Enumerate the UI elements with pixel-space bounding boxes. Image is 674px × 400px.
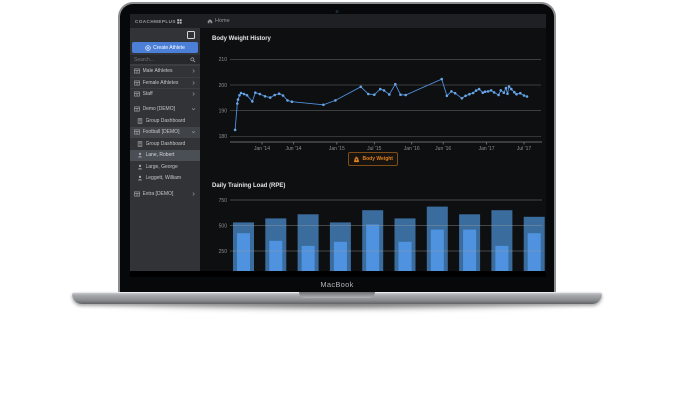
laptop-shadow	[88, 301, 586, 311]
sidebar-item-group-dashboard[interactable]: Group Dashboard	[130, 115, 200, 127]
svg-text:190: 190	[219, 108, 228, 114]
athlete-person-icon	[138, 176, 142, 181]
sidebar-item-label: Group Dashboard	[145, 140, 186, 147]
sidebar-item-staff[interactable]: Staff	[130, 88, 200, 100]
svg-text:Jan '17: Jan '17	[479, 146, 495, 152]
team-table-icon	[134, 129, 140, 135]
create-athlete-button[interactable]: Create Athlete	[132, 42, 198, 53]
home-icon	[207, 19, 213, 24]
sidebar-collapse-button[interactable]	[187, 30, 195, 39]
body-weight-chart-title: Body Weight History	[212, 36, 271, 42]
team-table-icon	[134, 191, 140, 197]
chevron-right-icon	[192, 69, 195, 73]
svg-text:Jul '15: Jul '15	[367, 146, 382, 152]
search-box	[130, 55, 200, 65]
app-logo-text: COACHMEPLUS	[135, 18, 176, 24]
nav-home-label: Home	[215, 18, 230, 24]
roster-table-icon	[134, 68, 140, 74]
sidebar-item-label: Group Dashboard	[145, 117, 186, 124]
sidebar-item-female-athletes[interactable]: Female Athletes	[130, 76, 200, 89]
sidebar-item-label: Demo [DEMO]	[142, 106, 176, 113]
sidebar-item-group-dashboard[interactable]: Group Dashboard	[130, 138, 200, 150]
main-content: Body Weight History Daily Training Load …	[200, 28, 546, 271]
chevron-down-icon	[191, 131, 196, 134]
svg-text:Jun '16: Jun '16	[435, 146, 451, 152]
sidebar-tree: Male Athletes Female Athletes Staff Demo [D…	[130, 65, 200, 271]
chevron-right-icon	[192, 81, 195, 85]
laptop-notch	[299, 292, 375, 298]
svg-text:Jan '15: Jan '15	[329, 146, 345, 152]
laptop-base	[72, 292, 602, 304]
webcam-icon	[335, 10, 339, 13]
svg-text:Jan '14: Jan '14	[254, 146, 270, 152]
sidebar-item-extra-demo[interactable]: Extra [DEMO]	[130, 188, 200, 200]
sidebar-item-football-demo[interactable]: Football [DEMO]	[130, 126, 200, 138]
display: COACHMEPLUS Home	[130, 14, 546, 277]
svg-text:200: 200	[219, 83, 228, 89]
search-input[interactable]	[134, 56, 190, 63]
svg-text:250: 250	[219, 249, 228, 255]
svg-text:Jul '17: Jul '17	[517, 146, 532, 152]
logo-grid-icon	[177, 18, 183, 24]
roster-table-icon	[134, 80, 140, 86]
roster-table-icon	[134, 91, 140, 97]
sidebar-item-label: Staff	[142, 91, 153, 98]
sidebar-item-label: Female Athletes	[142, 79, 179, 86]
sidebar-item-lane-robert[interactable]: Lane, Robert	[130, 149, 200, 161]
sidebar-item-male-athletes[interactable]: Male Athletes	[130, 65, 200, 77]
body-weight-legend-button[interactable]: Body Weight	[348, 152, 398, 166]
athlete-person-icon	[138, 164, 142, 170]
svg-text:210: 210	[219, 57, 228, 63]
chevron-right-icon	[192, 92, 195, 96]
training-load-chart-title: Daily Training Load (RPE)	[212, 183, 286, 189]
body-weight-scale-icon	[353, 156, 360, 162]
sidebar-header	[130, 28, 200, 41]
dashboard-building-icon	[137, 141, 143, 147]
app-window: COACHMEPLUS Home	[130, 14, 546, 271]
app-logo: COACHMEPLUS	[130, 19, 200, 24]
dashboard-building-icon	[137, 118, 143, 124]
svg-text:Jun '14: Jun '14	[285, 146, 301, 152]
sidebar-item-label: Extra [DEMO]	[142, 190, 174, 197]
sidebar-item-label: Lane, Robert	[145, 152, 175, 159]
team-table-icon	[134, 106, 140, 112]
sidebar-item-large-george[interactable]: Large, George	[130, 161, 200, 173]
top-navbar: COACHMEPLUS Home	[130, 14, 546, 28]
sidebar-item-demo-demo[interactable]: Demo [DEMO]	[130, 104, 200, 116]
svg-text:Jan '16: Jan '16	[404, 146, 420, 152]
laptop-screen: MacBook COACHMEPLUS Hom	[118, 2, 556, 292]
sidebar: Create Athlete Male Athletes Female Athle…	[130, 28, 200, 271]
sidebar-item-label: Large, George	[145, 163, 178, 170]
athlete-person-icon	[138, 153, 142, 158]
create-athlete-label: Create Athlete	[153, 44, 185, 51]
nav-home[interactable]: Home	[200, 18, 230, 24]
sidebar-item-label: Male Athletes	[142, 68, 173, 75]
plus-circle-icon	[145, 44, 151, 51]
chevron-down-icon	[191, 108, 196, 111]
app-body: Create Athlete Male Athletes Female Athle…	[130, 28, 546, 271]
chevron-right-icon	[192, 192, 195, 196]
svg-text:500: 500	[219, 223, 228, 229]
sidebar-item-label: Football [DEMO]	[142, 129, 180, 136]
svg-text:750: 750	[219, 198, 228, 204]
device-brand-label: MacBook	[320, 280, 354, 289]
body-weight-legend-label: Body Weight	[362, 156, 393, 162]
charts-canvas: 210 200 190 180 Jan '14 Jun '14 Jan '15 Jul '15…	[219, 57, 545, 271]
sidebar-item-leggett-william[interactable]: Leggett, William	[130, 173, 200, 185]
search-icon	[190, 56, 196, 62]
sidebar-item-label: Leggett, William	[145, 175, 182, 182]
svg-text:180: 180	[219, 134, 228, 140]
